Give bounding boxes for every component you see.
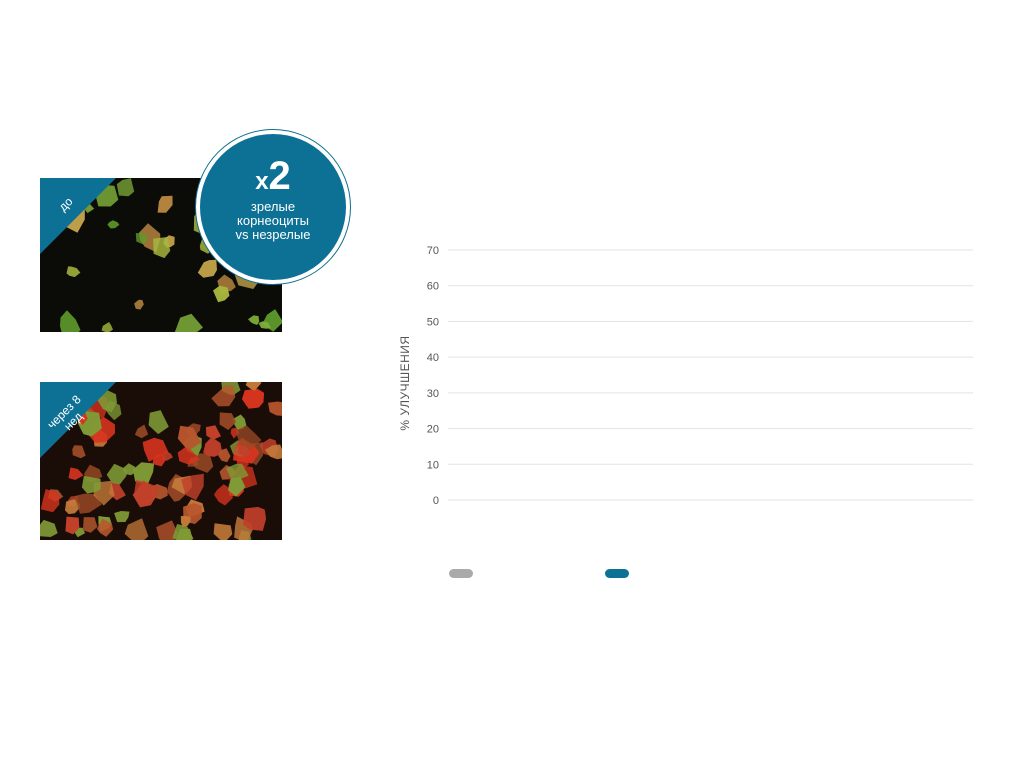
badge-multiplier: x2 <box>200 156 346 205</box>
cell-shape <box>134 424 149 439</box>
legend-swatch-series-2 <box>605 569 629 578</box>
cell-shape <box>177 425 202 451</box>
cell-shape <box>134 299 144 310</box>
cell-shape <box>148 410 169 435</box>
cell-shape <box>172 524 194 540</box>
cell-shape <box>72 445 86 459</box>
badge-multiplier-value: 2 <box>268 154 291 198</box>
badge-caption: зрелые корнеоциты vs незрелые <box>200 200 346 242</box>
cell-shape <box>219 412 237 430</box>
cell-shape <box>245 382 262 391</box>
cell-shape <box>248 315 260 325</box>
cell-shape <box>40 489 60 513</box>
chart-grid <box>448 249 973 501</box>
cell-shape <box>107 220 120 229</box>
cell-shape <box>134 480 160 506</box>
improvement-chart: 0 10 20 30 40 50 60 70 % УЛУЧШЕНИЯ <box>398 245 973 507</box>
badge-line-2: корнеоциты <box>237 213 309 228</box>
cell-shape <box>174 313 203 332</box>
cell-shape <box>226 463 249 481</box>
cell-shape <box>258 321 271 329</box>
cell-shape <box>197 259 217 278</box>
cell-shape <box>268 401 282 416</box>
cell-shape <box>218 448 231 463</box>
cell-shape <box>116 178 135 197</box>
cell-shape <box>205 425 221 440</box>
cell-shape <box>203 437 223 457</box>
cell-shape <box>60 310 81 332</box>
cell-shape <box>96 518 114 537</box>
corner-flag <box>40 178 116 254</box>
cell-shape <box>40 519 58 537</box>
maturity-badge: x2 зрелые корнеоциты vs незрелые <box>200 134 346 280</box>
cell-shape <box>82 517 98 533</box>
y-tick-label: 50 <box>427 316 439 328</box>
cell-shape <box>241 388 265 409</box>
cell-shape <box>238 445 251 458</box>
cell-shape <box>156 520 178 540</box>
y-tick-label: 40 <box>427 352 439 364</box>
cell-shape <box>264 444 282 460</box>
cell-shape <box>153 237 171 259</box>
y-tick-label: 20 <box>427 424 439 436</box>
micrograph-after-image <box>40 382 282 540</box>
cell-shape <box>232 414 247 430</box>
cell-shape <box>181 473 204 501</box>
y-tick-label: 30 <box>427 388 439 400</box>
cell-shape <box>243 506 267 531</box>
y-tick-label: 0 <box>433 495 439 507</box>
cell-shape <box>132 462 155 485</box>
cell-shape <box>213 285 230 303</box>
cell-shape <box>228 476 246 497</box>
cell-shape <box>177 447 200 465</box>
cell-shape <box>106 463 127 485</box>
legend-swatch-series-1 <box>449 569 473 578</box>
cell-shape <box>101 322 113 332</box>
cell-shape <box>213 523 233 540</box>
y-tick-label: 60 <box>427 281 439 293</box>
cell-shape <box>66 266 81 278</box>
cell-shape <box>74 493 102 514</box>
cell-shape <box>142 437 169 462</box>
cell-shape <box>157 195 173 213</box>
y-tick-label: 70 <box>427 245 439 257</box>
cell-shape <box>152 454 166 467</box>
badge-line-1: зрелые <box>250 199 296 214</box>
cell-shape <box>180 515 191 527</box>
micrograph-after: через 8 нед <box>40 382 282 540</box>
cell-shape <box>65 499 80 515</box>
corner-flag <box>40 382 116 458</box>
badge-multiplier-prefix: x <box>255 168 269 195</box>
cell-shape <box>114 511 130 523</box>
badge-line-3: vs незрелые <box>235 227 311 242</box>
y-tick-label: 10 <box>427 459 439 471</box>
cell-shape <box>81 476 101 494</box>
y-axis-label: % УЛУЧШЕНИЯ <box>398 335 412 430</box>
cell-shape <box>68 467 84 480</box>
cell-shape <box>211 384 236 407</box>
cell-shape <box>74 527 86 538</box>
cell-shape <box>65 516 80 535</box>
y-axis-ticks: 0 10 20 30 40 50 60 70 <box>427 245 439 507</box>
cell-shape <box>135 233 148 245</box>
cell-shape <box>124 518 149 540</box>
